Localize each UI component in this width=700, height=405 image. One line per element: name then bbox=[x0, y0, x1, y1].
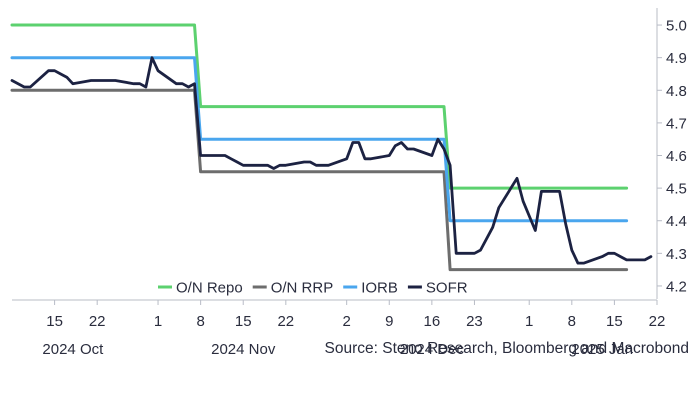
y-tick-label: 5.0 bbox=[666, 18, 687, 35]
series-line-sofr bbox=[10, 56, 653, 265]
x-tick-label: 15 bbox=[235, 313, 252, 330]
series-layer bbox=[10, 23, 653, 272]
y-tick-label: 4.7 bbox=[666, 115, 687, 132]
x-tick-label: 22 bbox=[277, 313, 294, 330]
x-tick-label: 8 bbox=[568, 313, 576, 330]
x-tick-label: 1 bbox=[525, 313, 533, 330]
source-note: Source: Steno Research, Bloomberg and Ma… bbox=[324, 340, 689, 357]
x-tick-label: 9 bbox=[385, 313, 393, 330]
x-tick-label: 23 bbox=[466, 313, 483, 330]
x-month-label: 2024 Nov bbox=[211, 341, 276, 358]
y-tick-label: 4.2 bbox=[666, 278, 687, 295]
x-tick-label: 16 bbox=[424, 313, 441, 330]
legend-label: O/N RRP bbox=[271, 280, 334, 297]
series-line-o-n-repo bbox=[10, 23, 629, 190]
y-tick-label: 4.3 bbox=[666, 246, 687, 263]
series-line-iorb bbox=[10, 56, 629, 223]
x-tick-label: 8 bbox=[196, 313, 204, 330]
x-tick-label: 1 bbox=[154, 313, 162, 330]
legend: O/N Repo O/N RRP IORB SOFR bbox=[158, 280, 468, 297]
y-tick-label: 4.9 bbox=[666, 50, 687, 67]
y-tick-label: 4.8 bbox=[666, 83, 687, 100]
x-month-label: 2025 Jan bbox=[571, 341, 633, 358]
axes-layer: 4.24.34.44.54.64.74.84.95.015 22 1 8 15 22 2 9 1… bbox=[12, 8, 687, 358]
x-month-label: 2024 Oct bbox=[42, 341, 104, 358]
x-tick-label: 22 bbox=[649, 313, 666, 330]
y-tick-label: 4.5 bbox=[666, 181, 687, 198]
legend-label: IORB bbox=[361, 280, 398, 297]
x-tick-label: 2 bbox=[342, 313, 350, 330]
x-month-label: 2024 Dec bbox=[400, 341, 465, 358]
y-tick-label: 4.4 bbox=[666, 213, 687, 230]
legend-label: O/N Repo bbox=[176, 280, 243, 297]
legend-label: SOFR bbox=[426, 280, 468, 297]
x-tick-label: 15 bbox=[46, 313, 63, 330]
x-tick-label: 22 bbox=[89, 313, 106, 330]
series-line-o-n-rrp bbox=[10, 88, 629, 272]
y-tick-label: 4.6 bbox=[666, 148, 687, 165]
x-tick-label: 15 bbox=[606, 313, 623, 330]
